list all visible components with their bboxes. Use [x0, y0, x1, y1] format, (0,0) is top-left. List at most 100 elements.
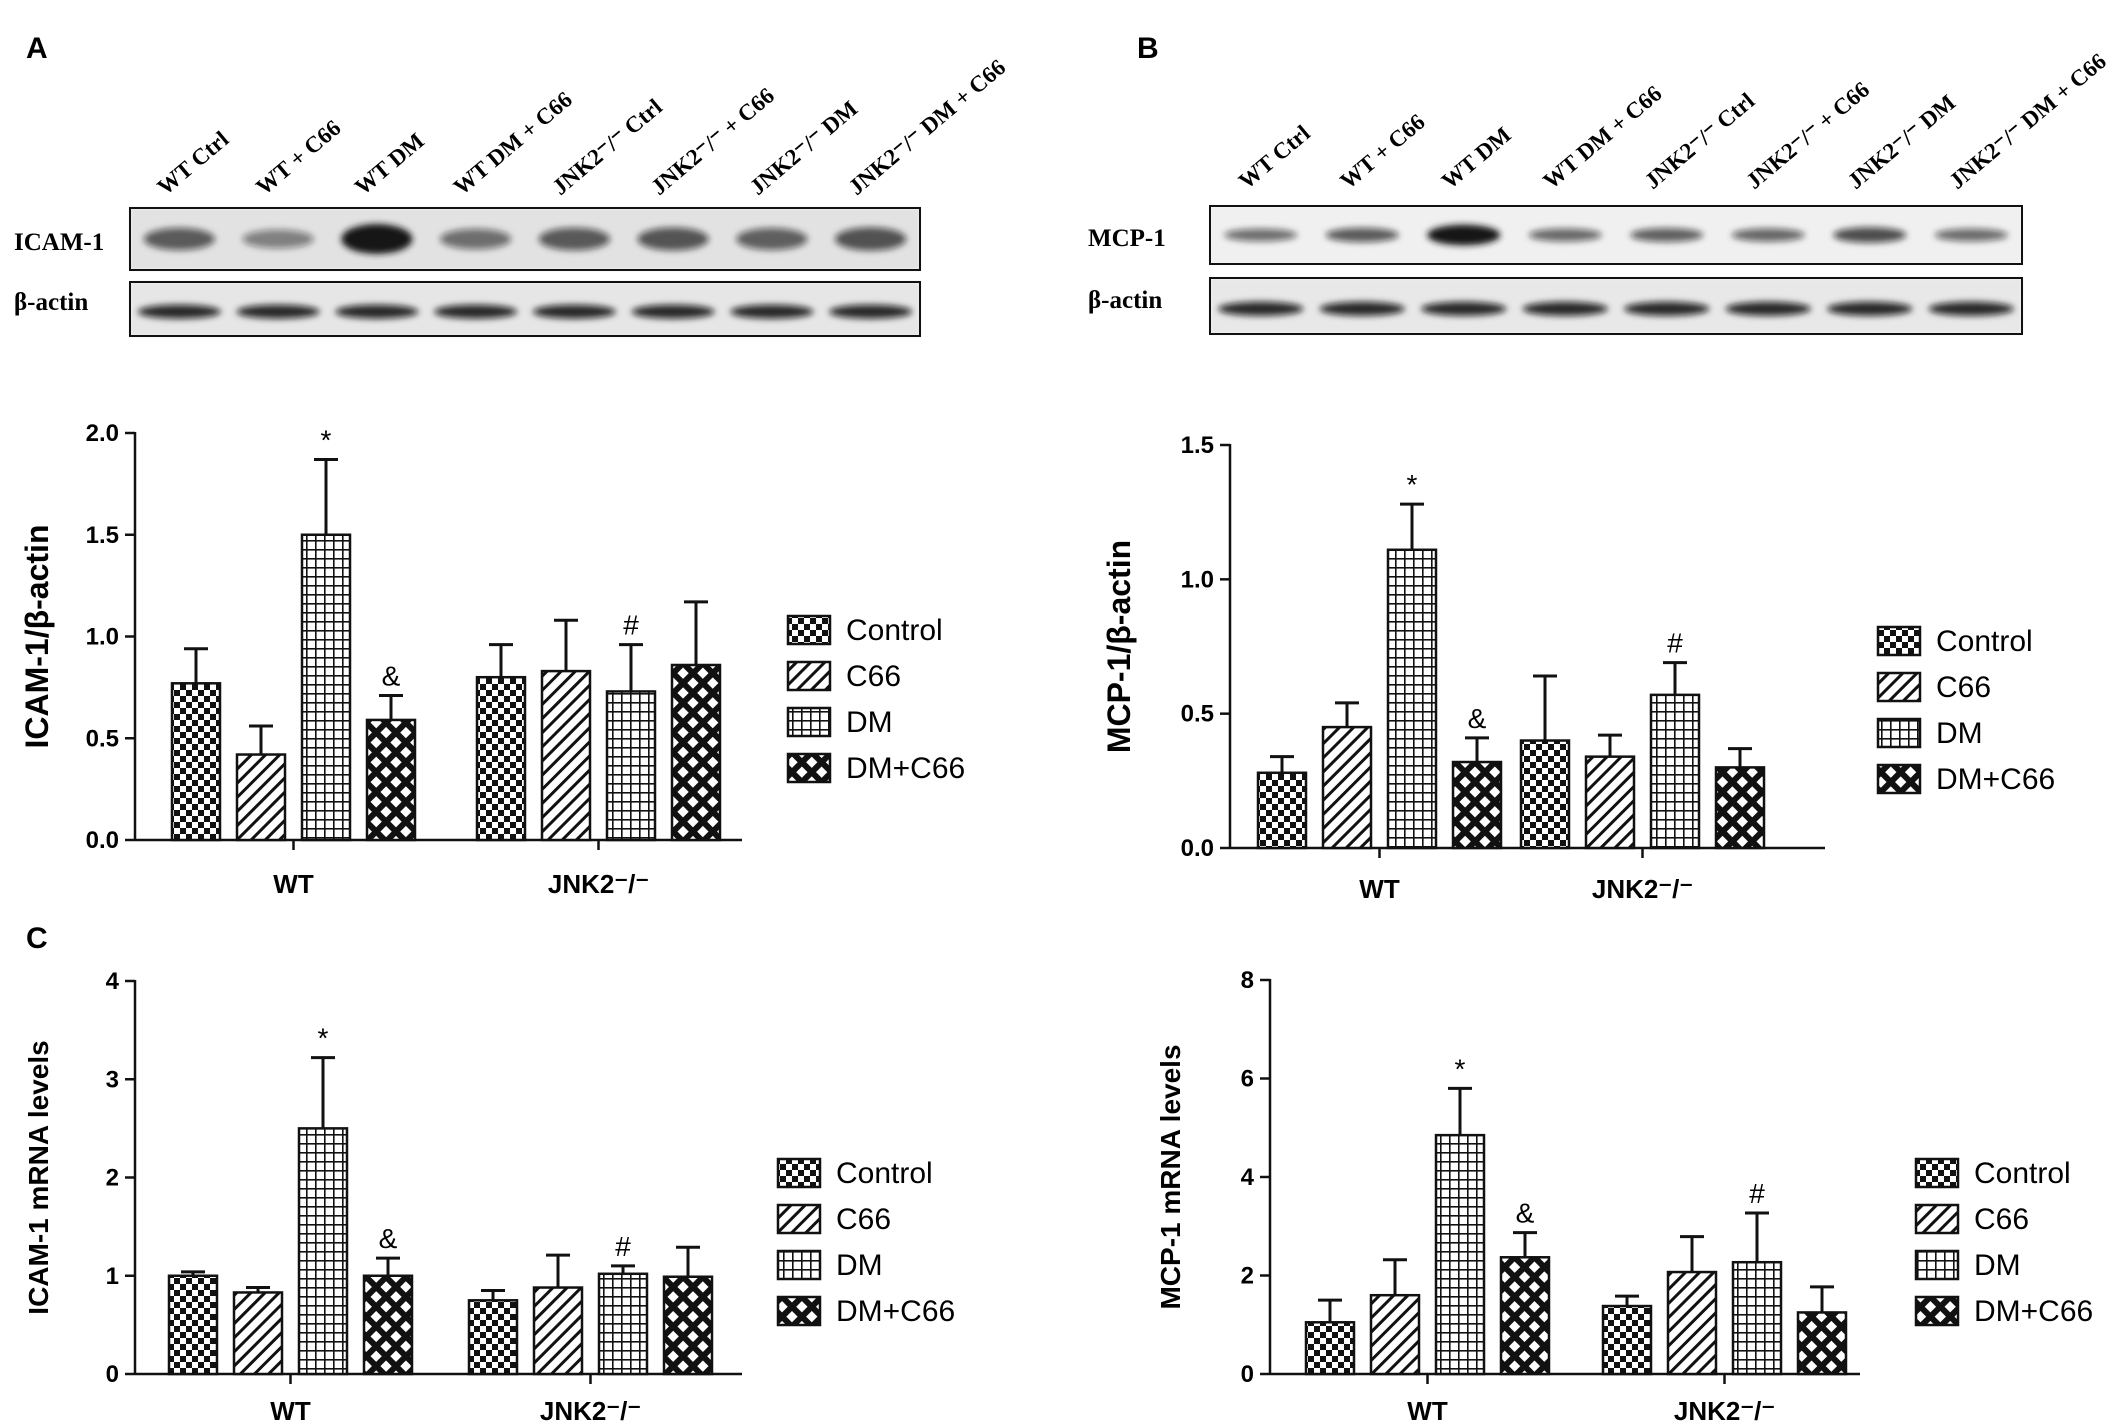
- bar: [1731, 1260, 1783, 1376]
- bar: [1601, 1304, 1653, 1376]
- bar: [1649, 693, 1701, 850]
- blot-band-actin: [1319, 301, 1405, 316]
- bar: [297, 1127, 349, 1376]
- bar: [1666, 1270, 1718, 1376]
- legend-label: DM+C66: [836, 1295, 955, 1328]
- legend-swatch: [1914, 1203, 1960, 1235]
- y-tick-label: 4: [106, 968, 120, 995]
- legend-swatch: [1914, 1249, 1960, 1281]
- blot-band-target: [1630, 228, 1704, 242]
- blot-band-actin: [1928, 301, 2014, 316]
- bar: [532, 1286, 584, 1376]
- bar: [1386, 548, 1438, 850]
- bar: [467, 1299, 519, 1376]
- bar: [1499, 1256, 1551, 1376]
- bar: [662, 1275, 714, 1376]
- significance-marker: #: [1667, 628, 1683, 659]
- blot-band-actin: [335, 304, 419, 319]
- blot-band-actin: [730, 304, 814, 319]
- legend-label: C66: [846, 660, 901, 693]
- legend-swatch: [1914, 1295, 1960, 1327]
- blot-lane-label: WT + C66: [1335, 109, 1429, 194]
- chart-mcp1-protein: 0.0 0.5 1.0 1.5 MCP-1/β-actin WT JNK2⁻/⁻ * & # Con…: [1101, 432, 2055, 904]
- legend-label: DM+C66: [1974, 1295, 2093, 1328]
- blot-lane-label: JNK2⁻/⁻ DM + C66: [844, 54, 1011, 199]
- legend-swatch: [776, 1295, 822, 1327]
- blot-band-target: [736, 228, 808, 250]
- legend-swatch: [776, 1203, 822, 1235]
- legend-label: Control: [1936, 625, 2033, 658]
- blot-strip-target-frame: [1209, 205, 2023, 265]
- blot-a-row-label-actin: β-actin: [14, 289, 88, 316]
- legend-swatch: [786, 706, 832, 738]
- blot-band-actin: [1218, 301, 1304, 316]
- legend-label: DM: [1936, 717, 1983, 750]
- legend-label: DM+C66: [846, 752, 965, 785]
- legend-swatch: [786, 752, 832, 784]
- blot-band-target: [440, 228, 512, 250]
- blot-band-actin: [631, 304, 715, 319]
- y-axis-title: MCP-1 mRNA levels: [1155, 1044, 1186, 1309]
- blot-lane-label: WT + C66: [251, 115, 345, 200]
- y-tick-label: 1.5: [86, 522, 119, 549]
- legend-label: DM+C66: [1936, 763, 2055, 796]
- significance-marker: &: [379, 1223, 398, 1254]
- x-category-label: JNK2⁻/⁻: [1592, 874, 1693, 904]
- bar: [1256, 771, 1308, 850]
- y-axis-title: ICAM-1/β-actin: [19, 525, 55, 749]
- legend-swatch: [786, 660, 832, 692]
- y-axis-title: ICAM-1 mRNA levels: [23, 1040, 54, 1314]
- x-category-label: WT: [273, 869, 314, 899]
- legend-label: C66: [836, 1203, 891, 1236]
- bar: [1796, 1311, 1848, 1376]
- blot-lane-label: WT Ctrl: [153, 126, 234, 199]
- blot-band-target: [1731, 228, 1805, 242]
- panel-label-a: A: [26, 32, 48, 65]
- blot-band-target: [341, 224, 413, 254]
- blot-band-actin: [1827, 301, 1913, 316]
- bar: [1714, 766, 1766, 850]
- legend-label: DM: [836, 1249, 883, 1282]
- blot-band-actin: [829, 304, 913, 319]
- y-tick-label: 6: [1241, 1066, 1254, 1093]
- y-tick-label: 2: [1241, 1263, 1254, 1290]
- significance-marker: *: [1455, 1053, 1466, 1084]
- bar: [1584, 755, 1636, 850]
- blot-strip-target-frame: [129, 207, 921, 271]
- bar: [365, 718, 417, 842]
- blot-band-target: [143, 227, 215, 251]
- blot-band-target: [835, 227, 907, 251]
- significance-marker: *: [321, 424, 332, 455]
- y-tick-label: 0: [1241, 1361, 1254, 1388]
- bar: [1519, 739, 1571, 850]
- y-tick-label: 1.0: [86, 624, 119, 651]
- panel-label-b: B: [1137, 32, 1159, 65]
- blot-band-actin: [137, 304, 221, 319]
- significance-marker: &: [1468, 703, 1487, 734]
- bar: [300, 533, 352, 842]
- blot-a-row-label-target: ICAM-1: [14, 229, 104, 256]
- legend-label: Control: [1974, 1157, 2071, 1190]
- x-category-label: JNK2⁻/⁻: [1674, 1396, 1775, 1426]
- significance-marker: *: [1407, 469, 1418, 500]
- blot-lane-label: JNK2⁻/⁻ DM + C66: [1944, 48, 2111, 193]
- significance-marker: &: [1516, 1198, 1535, 1229]
- blot-band-target: [1528, 228, 1602, 242]
- blot-band-actin: [532, 304, 616, 319]
- bar: [167, 1274, 219, 1376]
- bar: [1434, 1133, 1486, 1376]
- bar: [670, 663, 722, 842]
- chart-mcp1-mrna: 0 2 4 6 8 MCP-1 mRNA levels WT JNK2⁻/⁻ * & # Contro…: [1155, 967, 2093, 1426]
- blot-b-row-label-actin: β-actin: [1088, 287, 1162, 314]
- y-axis-title: MCP-1/β-actin: [1101, 540, 1137, 753]
- blot-band-target: [1224, 228, 1298, 242]
- bar: [170, 682, 222, 842]
- blot-lane-label: WT DM: [350, 128, 429, 200]
- x-category-label: JNK2⁻/⁻: [548, 869, 649, 899]
- blot-b-row-label-target: MCP-1: [1088, 225, 1166, 252]
- y-tick-label: 1: [106, 1263, 119, 1290]
- bar: [232, 1291, 284, 1376]
